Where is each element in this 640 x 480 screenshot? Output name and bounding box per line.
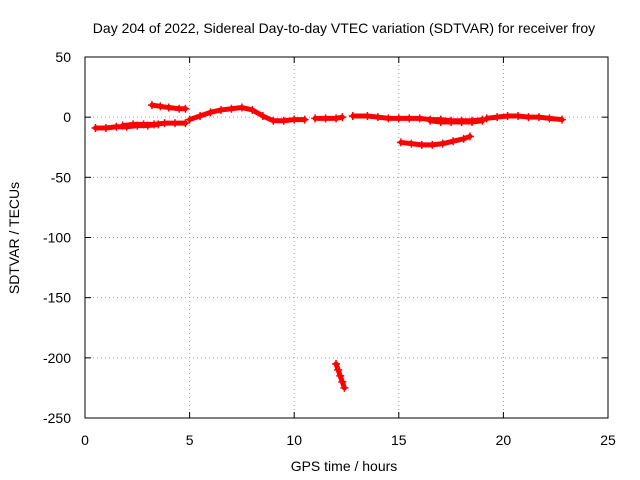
data-point: [482, 114, 491, 123]
data-point: [468, 117, 477, 126]
data-point: [503, 111, 512, 120]
x-tick-label: 5: [186, 432, 194, 448]
data-point: [545, 114, 554, 123]
data-point: [438, 139, 447, 148]
x-tick-label: 25: [600, 432, 616, 448]
data-point: [436, 117, 445, 126]
data-point: [216, 105, 225, 114]
data-point: [428, 140, 437, 149]
data-point: [181, 119, 190, 128]
data-point: [457, 117, 466, 126]
data-point: [417, 140, 426, 149]
data-point: [196, 111, 205, 120]
y-tick-label: -250: [43, 410, 71, 426]
data-point: [164, 103, 173, 112]
data-series-9: [396, 132, 474, 149]
data-point: [160, 119, 169, 128]
data-point: [340, 383, 349, 392]
data-point: [300, 115, 309, 124]
data-point: [170, 119, 179, 128]
x-tick-label: 0: [81, 432, 89, 448]
grid-lines: [85, 57, 608, 418]
chart-title: Day 204 of 2022, Sidereal Day-to-day VTE…: [93, 20, 595, 36]
data-point: [465, 132, 474, 141]
data-point: [147, 101, 156, 110]
data-point: [407, 139, 416, 148]
data-point: [290, 115, 299, 124]
data-point: [248, 105, 257, 114]
data-point: [338, 377, 347, 386]
data-point: [227, 104, 236, 113]
data-point: [129, 120, 138, 129]
data-point: [514, 111, 523, 120]
series-trace: [187, 105, 308, 124]
data-point: [447, 117, 456, 126]
data-point: [101, 123, 110, 132]
x-tick-label: 15: [391, 432, 407, 448]
data-point: [373, 113, 382, 122]
y-tick-label: -100: [43, 230, 71, 246]
data-series-2: [118, 119, 190, 130]
data-point: [415, 114, 424, 123]
data-point: [524, 113, 533, 122]
y-tick-label: -200: [43, 350, 71, 366]
y-tick-label: -50: [51, 169, 71, 185]
data-point: [206, 108, 215, 117]
data-point: [332, 359, 341, 368]
data-point: [91, 123, 100, 132]
data-point: [156, 102, 165, 111]
data-point: [396, 138, 405, 147]
data-series-5: [311, 113, 347, 123]
data-point: [112, 122, 121, 131]
data-point: [384, 114, 393, 123]
x-tick-label: 10: [286, 432, 302, 448]
data-series-8: [426, 116, 487, 126]
data-point: [332, 114, 341, 123]
data-point: [311, 114, 320, 123]
y-axis-title: SDTVAR / TECUs: [6, 182, 22, 294]
data-series-10: [482, 111, 566, 124]
data-points: [91, 101, 566, 392]
data-point: [348, 111, 357, 120]
data-point: [185, 115, 194, 124]
data-series-4: [185, 103, 309, 125]
data-series-3: [147, 101, 190, 113]
data-point: [150, 120, 159, 129]
x-tick-label: 20: [496, 432, 512, 448]
data-point: [237, 103, 246, 112]
data-series-6: [332, 359, 349, 392]
data-point: [449, 137, 458, 146]
data-point: [269, 116, 278, 125]
data-point: [426, 116, 435, 125]
data-point: [493, 113, 502, 122]
data-point: [405, 114, 414, 123]
data-point: [478, 116, 487, 125]
y-tick-label: 0: [63, 109, 71, 125]
data-point: [338, 113, 347, 122]
y-tick-label: -150: [43, 290, 71, 306]
data-point: [181, 104, 190, 113]
data-point: [279, 116, 288, 125]
data-point: [321, 114, 330, 123]
data-point: [394, 114, 403, 123]
data-point: [363, 111, 372, 120]
data-point: [334, 365, 343, 374]
x-axis-title: GPS time / hours: [291, 458, 398, 474]
data-point: [258, 111, 267, 120]
data-point: [557, 115, 566, 124]
data-point: [139, 120, 148, 129]
data-point: [118, 121, 127, 130]
y-tick-label: 50: [55, 49, 71, 65]
data-point: [534, 113, 543, 122]
axis-ticks: 0 5 10 15 20 25 50 0 -50 -100 -150 -200 -250: [43, 49, 616, 448]
data-point: [459, 134, 468, 143]
data-point: [336, 371, 345, 380]
